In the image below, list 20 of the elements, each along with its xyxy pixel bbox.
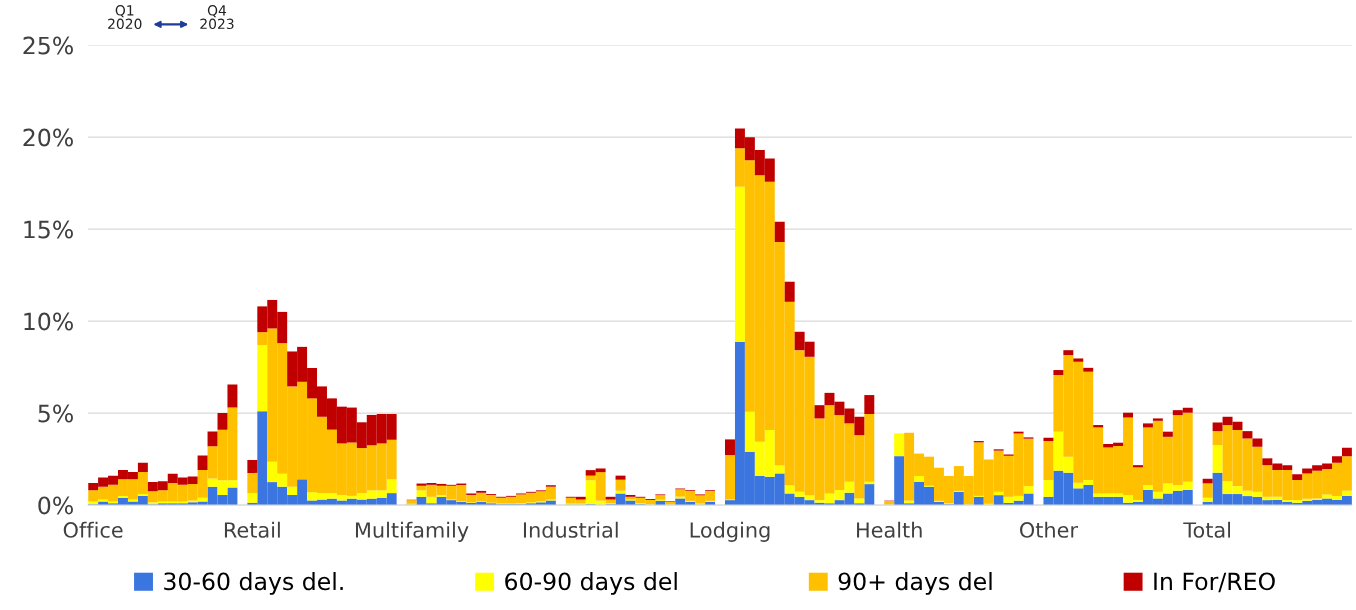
legend-label: 60-90 days del	[505, 572, 677, 595]
y-tick-label: 25%	[23, 36, 73, 55]
text: Q4 2023	[200, 5, 234, 30]
x-tick-label: Retail	[224, 521, 280, 538]
x-tick-label: Other	[1020, 521, 1078, 538]
y-tick-label: 0%	[38, 496, 73, 515]
x-tick-label: Industrial	[523, 521, 618, 538]
legend-label: In For/REO	[1154, 572, 1275, 593]
x-tick-label: Health	[857, 521, 922, 538]
y-tick-label: 5%	[38, 404, 73, 423]
x-tick-label: Total	[1183, 521, 1231, 538]
legend-label: 30-60 days del.	[164, 572, 343, 595]
legend-label: 90+ days del	[838, 572, 992, 595]
y-tick-label: 15%	[24, 220, 73, 239]
x-tick-label: Lodging	[690, 521, 770, 542]
y-tick-label: 10%	[24, 312, 73, 331]
x-tick-label: Multifamily	[355, 521, 469, 542]
y-tick-label: 20%	[23, 128, 73, 147]
text: Q1 2020	[108, 5, 142, 30]
x-tick-label: Office	[63, 521, 123, 538]
